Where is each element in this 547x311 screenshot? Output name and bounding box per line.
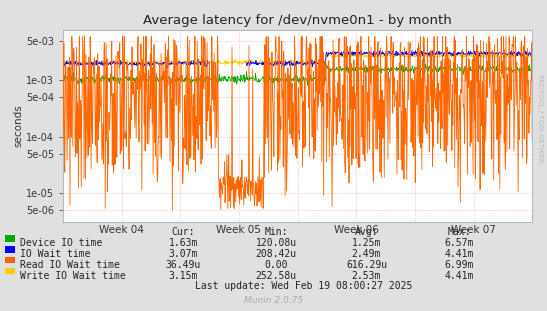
Text: 3.15m: 3.15m bbox=[168, 271, 198, 281]
Text: 4.41m: 4.41m bbox=[445, 271, 474, 281]
Text: 4.41m: 4.41m bbox=[445, 249, 474, 259]
Text: Cur:: Cur: bbox=[172, 227, 195, 237]
Text: Avg:: Avg: bbox=[355, 227, 378, 237]
Text: 6.57m: 6.57m bbox=[445, 238, 474, 248]
Text: 616.29u: 616.29u bbox=[346, 260, 387, 270]
Text: 2.53m: 2.53m bbox=[352, 271, 381, 281]
Text: Read IO Wait time: Read IO Wait time bbox=[20, 260, 120, 270]
Text: 208.42u: 208.42u bbox=[255, 249, 297, 259]
Text: 252.58u: 252.58u bbox=[255, 271, 297, 281]
Text: Max:: Max: bbox=[448, 227, 471, 237]
Title: Average latency for /dev/nvme0n1 - by month: Average latency for /dev/nvme0n1 - by mo… bbox=[143, 14, 452, 27]
Text: 1.25m: 1.25m bbox=[352, 238, 381, 248]
Text: 3.07m: 3.07m bbox=[168, 249, 198, 259]
Text: 6.99m: 6.99m bbox=[445, 260, 474, 270]
Text: Device IO time: Device IO time bbox=[20, 238, 102, 248]
Y-axis label: seconds: seconds bbox=[13, 104, 23, 147]
Text: 1.63m: 1.63m bbox=[168, 238, 198, 248]
Text: Min:: Min: bbox=[265, 227, 288, 237]
Text: 2.49m: 2.49m bbox=[352, 249, 381, 259]
Text: 120.08u: 120.08u bbox=[255, 238, 297, 248]
Text: IO Wait time: IO Wait time bbox=[20, 249, 91, 259]
Text: RRDTOOL / TOBI OETIKER: RRDTOOL / TOBI OETIKER bbox=[537, 74, 543, 163]
Text: Last update: Wed Feb 19 08:00:27 2025: Last update: Wed Feb 19 08:00:27 2025 bbox=[195, 281, 412, 291]
Text: 0.00: 0.00 bbox=[265, 260, 288, 270]
Text: 36.49u: 36.49u bbox=[166, 260, 201, 270]
Text: Munin 2.0.75: Munin 2.0.75 bbox=[244, 296, 303, 305]
Text: Write IO Wait time: Write IO Wait time bbox=[20, 271, 126, 281]
